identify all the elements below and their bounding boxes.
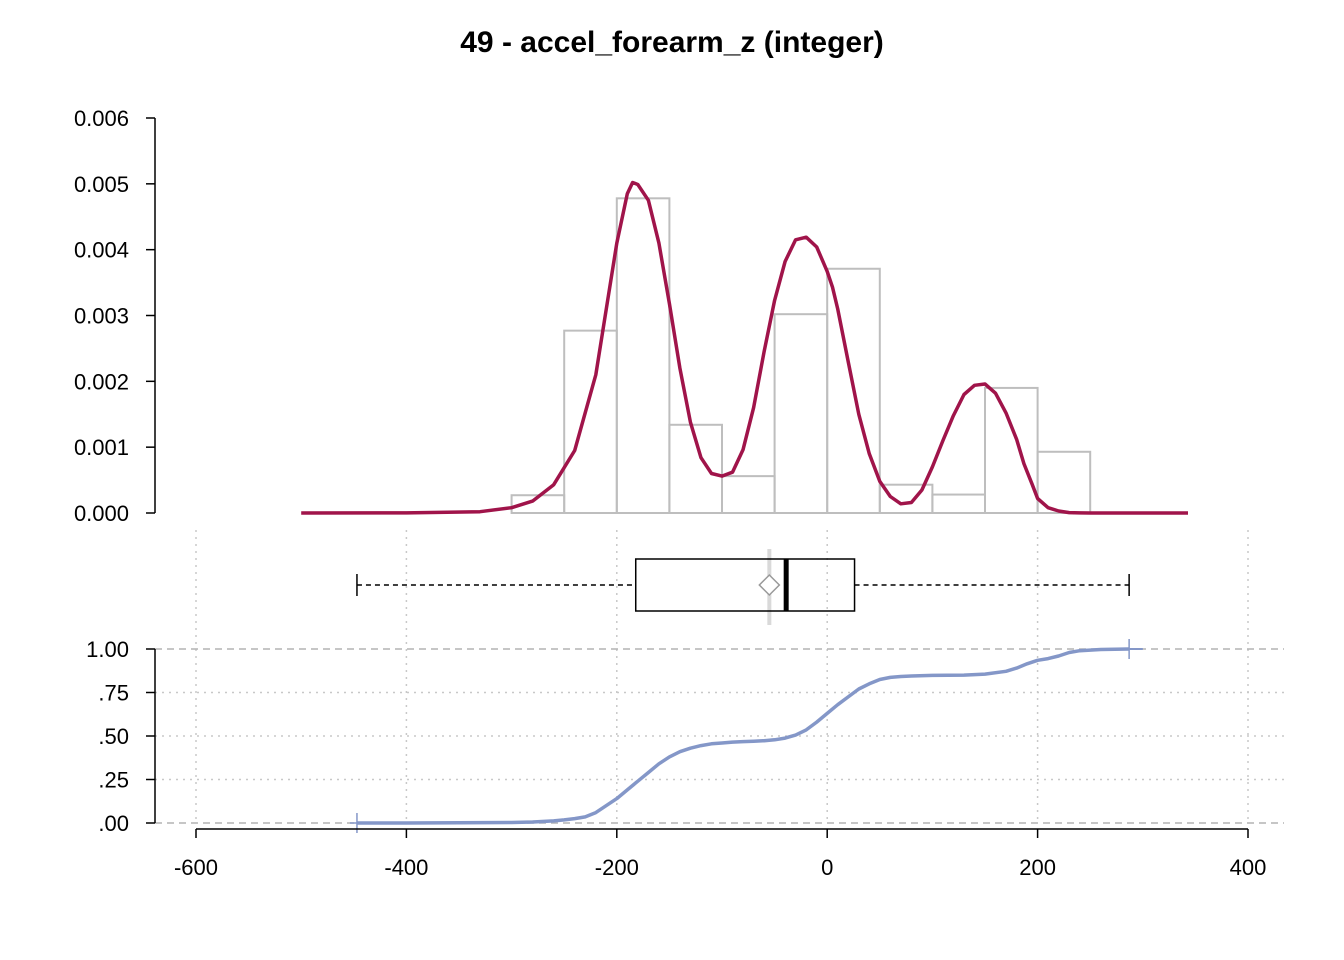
axes-layer: 0.000 0.001 0.002 0.003 0.004 0.005 0.006 .00 .2… (74, 106, 1266, 880)
ecdf-curve (357, 647, 1130, 825)
histogram-bar (826, 267, 881, 514)
x-tick-label: 400 (1230, 855, 1267, 880)
x-tick-label: 0 (821, 855, 833, 880)
boxplot-layer (356, 549, 1130, 625)
density-curve (301, 180, 1188, 515)
ecdf-y-tick-label: .25 (98, 768, 129, 793)
density-y-tick-label: 0.003 (74, 304, 129, 329)
x-tick-label: 200 (1019, 855, 1056, 880)
histogram-bar (984, 386, 1039, 514)
histogram-bar (878, 483, 934, 515)
mean-marker (758, 573, 781, 597)
density-y-tick-label: 0.001 (74, 435, 129, 460)
histogram-bar (931, 493, 987, 515)
ecdf-y-tick-label: .00 (98, 811, 129, 836)
ecdf-y-tick-label: .50 (98, 724, 129, 749)
density-y-tick-label: 0.004 (74, 238, 129, 263)
chart-title: 49 - accel_forearm_z (integer) (460, 26, 884, 59)
x-tick-label: -200 (595, 855, 639, 880)
x-tick-label: -600 (174, 855, 218, 880)
histogram-layer (510, 197, 1092, 515)
histogram-bar (721, 475, 776, 514)
density-y-tick-label: 0.000 (74, 501, 129, 526)
histogram-bar (615, 197, 671, 514)
histogram-bar (563, 329, 618, 514)
histogram-bar (773, 313, 829, 514)
density-y-tick-label: 0.002 (74, 369, 129, 394)
density-y-tick-label: 0.005 (74, 172, 129, 197)
density-layer (301, 180, 1188, 515)
ecdf-y-tick-label: 1.00 (86, 637, 129, 662)
x-tick-label: -400 (384, 855, 428, 880)
ecdf-y-tick-label: .75 (98, 681, 129, 706)
histogram-bar (668, 423, 724, 514)
density-y-tick-label: 0.006 (74, 106, 129, 131)
grid-layer (155, 530, 1284, 824)
box-iqr (634, 558, 856, 612)
